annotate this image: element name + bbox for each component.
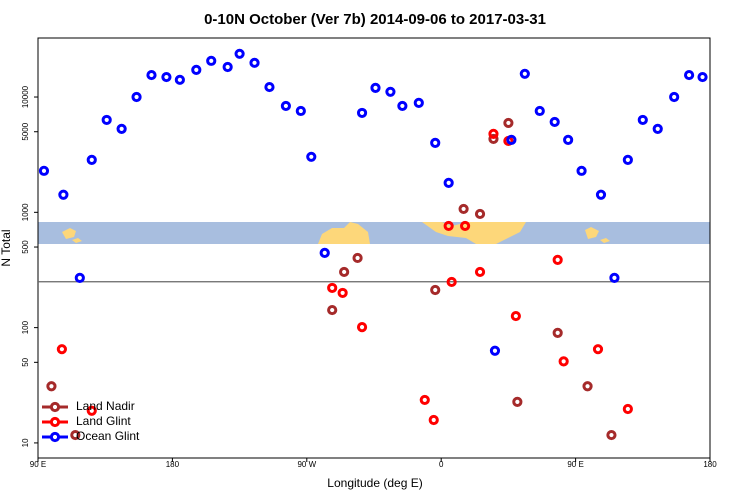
point bbox=[582, 381, 593, 392]
point bbox=[191, 64, 202, 75]
point bbox=[489, 345, 501, 356]
point bbox=[419, 394, 430, 406]
point bbox=[264, 81, 275, 93]
point bbox=[101, 114, 112, 126]
point bbox=[519, 68, 530, 79]
point bbox=[397, 100, 408, 112]
point bbox=[606, 429, 617, 441]
x-tick-label: 180 bbox=[703, 460, 717, 469]
point bbox=[552, 254, 563, 265]
point bbox=[488, 133, 499, 145]
point bbox=[385, 86, 396, 97]
point bbox=[558, 356, 569, 367]
point bbox=[116, 123, 127, 135]
point bbox=[512, 396, 523, 407]
point bbox=[146, 69, 157, 81]
legend-label: Land Nadir bbox=[76, 399, 135, 413]
point bbox=[356, 322, 368, 333]
point bbox=[637, 114, 648, 126]
point bbox=[370, 82, 381, 93]
point bbox=[595, 189, 607, 200]
point bbox=[549, 116, 560, 128]
point bbox=[697, 71, 708, 83]
point bbox=[683, 69, 695, 81]
point bbox=[428, 414, 439, 426]
point bbox=[609, 272, 620, 283]
point bbox=[503, 117, 514, 129]
x-tick-label: 90 E bbox=[30, 460, 46, 469]
x-tick-label: 0 bbox=[439, 460, 444, 469]
point bbox=[430, 137, 441, 149]
point bbox=[319, 247, 330, 258]
point bbox=[295, 105, 306, 117]
point bbox=[652, 123, 663, 135]
point bbox=[413, 97, 424, 109]
point bbox=[337, 287, 348, 299]
point bbox=[622, 154, 633, 165]
plot-frame bbox=[37, 37, 711, 459]
point bbox=[552, 327, 563, 338]
legend-label: Ocean Glint bbox=[76, 429, 140, 443]
point bbox=[174, 74, 185, 85]
point bbox=[86, 405, 97, 416]
point bbox=[443, 177, 454, 188]
point bbox=[161, 71, 172, 83]
point bbox=[74, 272, 85, 283]
point bbox=[46, 381, 57, 392]
point bbox=[356, 107, 368, 119]
chart-title: 0-10N October (Ver 7b) 2014-09-06 to 201… bbox=[204, 11, 546, 28]
point bbox=[206, 55, 217, 66]
point bbox=[327, 282, 338, 294]
y-tick-label: 10000 bbox=[21, 85, 30, 108]
point bbox=[430, 284, 441, 296]
point bbox=[58, 189, 69, 200]
point bbox=[506, 134, 517, 145]
x-tick-label: 180 bbox=[166, 460, 180, 469]
point bbox=[576, 165, 587, 176]
y-axis-label: N Total bbox=[0, 229, 13, 266]
point bbox=[56, 344, 67, 355]
point bbox=[474, 266, 486, 278]
point bbox=[443, 220, 454, 232]
point bbox=[510, 310, 521, 322]
legend-marker bbox=[49, 431, 61, 443]
point bbox=[280, 100, 291, 112]
point bbox=[622, 403, 633, 415]
x-tick-label: 90 E bbox=[567, 460, 583, 469]
legend-label: Land Glint bbox=[76, 414, 131, 428]
point bbox=[131, 91, 142, 103]
y-tick-label: 5000 bbox=[21, 122, 30, 140]
point bbox=[459, 220, 471, 232]
point bbox=[249, 57, 260, 68]
point bbox=[339, 266, 350, 278]
point bbox=[234, 48, 245, 59]
point bbox=[592, 344, 604, 355]
legend-marker bbox=[49, 401, 61, 413]
point bbox=[306, 151, 317, 162]
point bbox=[38, 165, 50, 176]
map-band bbox=[38, 222, 710, 244]
point bbox=[222, 61, 233, 73]
point bbox=[534, 105, 545, 117]
point bbox=[70, 429, 81, 441]
point bbox=[669, 91, 680, 103]
x-tick-label: 90 W bbox=[297, 460, 316, 469]
point bbox=[446, 276, 457, 288]
legend-marker bbox=[49, 416, 61, 428]
point bbox=[86, 154, 97, 165]
y-tick-label: 50 bbox=[21, 357, 30, 366]
y-tick-label: 500 bbox=[21, 240, 30, 254]
x-axis-label: Longitude (deg E) bbox=[327, 476, 422, 490]
y-tick-label: 1000 bbox=[21, 203, 30, 221]
point bbox=[474, 208, 486, 220]
point bbox=[488, 128, 499, 139]
point bbox=[458, 203, 469, 215]
point bbox=[563, 134, 574, 145]
y-tick-label: 100 bbox=[21, 320, 30, 334]
point bbox=[327, 304, 338, 316]
y-tick-label: 10 bbox=[21, 438, 30, 447]
point bbox=[352, 252, 363, 264]
